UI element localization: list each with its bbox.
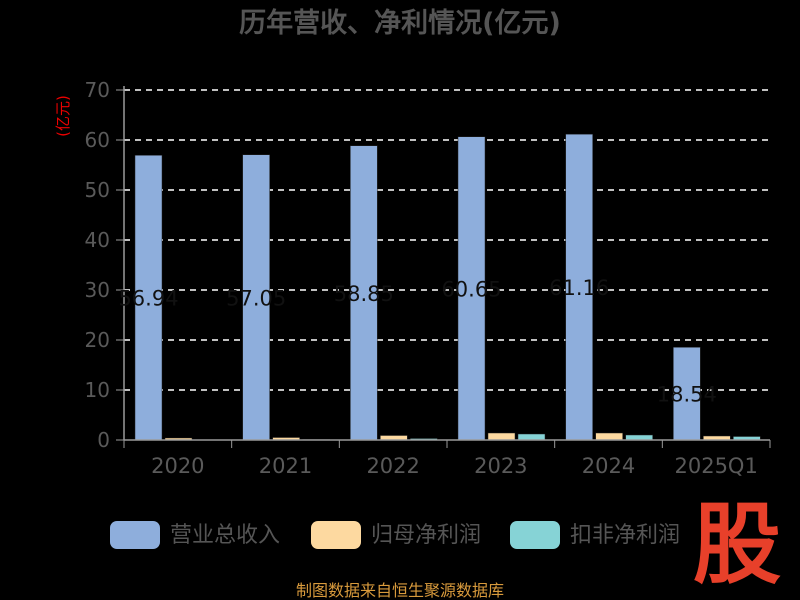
- bar: [565, 133, 593, 441]
- y-tick-label: 0: [97, 428, 110, 452]
- x-tick-label: 2023: [474, 454, 527, 478]
- bars: [134, 133, 761, 441]
- source-note: 制图数据来自恒生聚源数据库: [296, 581, 504, 600]
- y-tick-label: 60: [85, 128, 110, 152]
- data-label: 57.05: [226, 286, 286, 310]
- x-tick-label: 2020: [151, 454, 204, 478]
- data-label: 58.85: [334, 282, 394, 306]
- y-tick-label: 70: [85, 78, 110, 102]
- y-axis-ticks: 0 10 20 30 40 50 60 70: [85, 78, 124, 452]
- legend-swatch: [311, 521, 361, 549]
- legend-label: 扣非净利润: [570, 523, 680, 548]
- legend-label: 营业总收入: [170, 523, 280, 548]
- chart-title: 历年营收、净利情况(亿元): [239, 7, 561, 39]
- bar: [242, 154, 270, 441]
- data-labels: 56.94 57.05 58.85 60.65 61.16 18.54: [118, 276, 716, 407]
- x-tick-label: 2021: [259, 454, 312, 478]
- bar: [457, 136, 486, 441]
- bar: [350, 145, 378, 441]
- bar: [134, 155, 163, 441]
- y-tick-label: 40: [85, 228, 110, 252]
- data-label: 61.16: [549, 276, 609, 300]
- legend-swatch: [110, 521, 160, 549]
- grid-lines: [124, 89, 770, 391]
- y-tick-label: 30: [85, 278, 110, 302]
- data-label: 18.54: [657, 383, 717, 407]
- x-axis-labels: 2020 2021 2022 2023 2024 2025Q1: [151, 454, 758, 478]
- bar: [673, 347, 701, 441]
- y-tick-label: 50: [85, 178, 110, 202]
- y-tick-label: 10: [85, 378, 110, 402]
- x-tick-label: 2024: [582, 454, 635, 478]
- data-label: 56.94: [118, 287, 178, 311]
- legend-swatch: [510, 521, 560, 549]
- x-tick-label: 2022: [366, 454, 419, 478]
- bar: [517, 433, 546, 441]
- bar: [487, 432, 516, 441]
- y-tick-label: 20: [85, 328, 110, 352]
- brand-logo: 股: [693, 493, 781, 596]
- legend-label: 归母净利润: [371, 523, 481, 548]
- x-axis: [123, 86, 771, 448]
- bar: [595, 432, 623, 441]
- data-label: 60.65: [441, 277, 501, 301]
- y-axis-unit-label: (亿元): [54, 95, 72, 137]
- legend: 营业总收入 归母净利润 扣非净利润: [110, 521, 680, 549]
- x-tick-label: 2025Q1: [674, 454, 757, 478]
